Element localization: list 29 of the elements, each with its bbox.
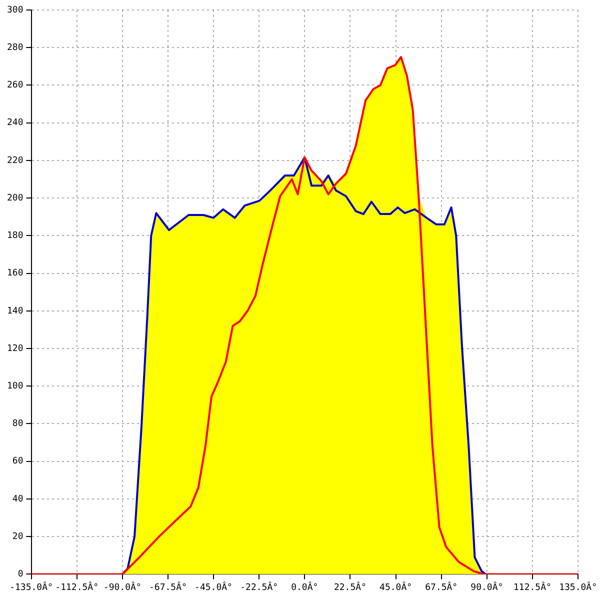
y-tick-label: 300 <box>6 5 24 16</box>
x-tick-label: 112.5Â° <box>514 580 552 593</box>
y-tick-label: 140 <box>6 306 24 316</box>
y-tick-label: 240 <box>6 118 24 128</box>
y-tick-label: 120 <box>6 344 24 354</box>
y-tick-label: 40 <box>12 494 24 504</box>
x-tick-label: -22.5Â° <box>240 580 278 593</box>
y-tick-label: 180 <box>6 231 24 242</box>
x-tick-label: 45.0Â° <box>380 580 412 593</box>
x-tick-label: 0.0Â° <box>291 580 318 593</box>
y-tick-label: 260 <box>6 80 24 91</box>
x-tick-label: -135.0Â° <box>10 580 53 593</box>
x-tick-label: -112.5Â° <box>55 580 98 593</box>
x-tick-label: 67.5Â° <box>425 580 458 593</box>
x-tick-label: -90.0Â° <box>103 580 142 593</box>
y-tick-label: 160 <box>6 268 24 279</box>
y-tick-label: 60 <box>12 456 24 467</box>
y-tick-label: 80 <box>12 419 24 430</box>
y-tick-label: 100 <box>6 381 24 392</box>
y-tick-label: 0 <box>18 570 24 580</box>
x-tick-label: -45.0Â° <box>194 580 232 593</box>
y-tick-label: 280 <box>6 42 24 53</box>
y-tick-label: 220 <box>6 156 24 166</box>
x-tick-label: 135.0Â° <box>559 580 598 593</box>
y-tick-label: 20 <box>12 532 24 542</box>
x-tick-label: 90.0Â° <box>470 580 504 593</box>
x-tick-label: -67.5Â° <box>148 580 187 593</box>
x-tick-label: 22.5Â° <box>334 580 366 593</box>
y-tick-label: 200 <box>6 193 24 204</box>
